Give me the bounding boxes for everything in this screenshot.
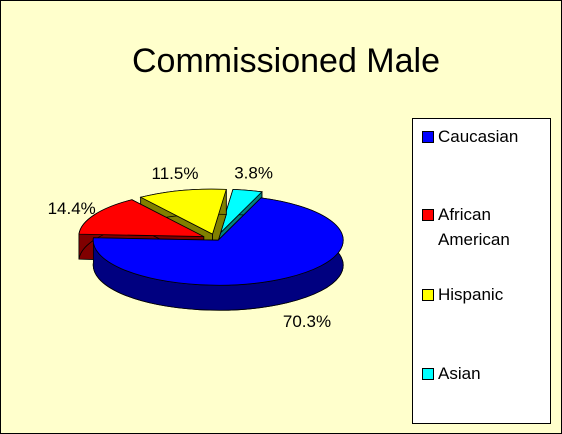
legend-swatch — [422, 368, 434, 380]
slice-top — [218, 188, 263, 235]
legend: Caucasian African American Hispanic Asian — [412, 118, 551, 424]
legend-label: Hispanic — [438, 285, 504, 304]
legend-label: Asian — [438, 364, 481, 383]
legend-entry: Hispanic — [422, 282, 550, 307]
legend-swatch — [422, 131, 434, 143]
data-label: 3.8% — [234, 163, 273, 182]
legend-swatch — [422, 289, 434, 301]
legend-swatch — [422, 209, 434, 221]
slice-top — [78, 199, 204, 237]
legend-entry: Caucasian — [422, 124, 550, 149]
slice-top — [139, 188, 227, 235]
legend-entry: African American — [422, 202, 550, 252]
data-label: 70.3% — [283, 312, 331, 331]
slice — [92, 196, 344, 311]
data-label: 11.5% — [152, 164, 199, 183]
legend-label: Caucasian — [438, 127, 519, 146]
data-label: 14.4% — [48, 199, 96, 218]
legend-label: African American — [438, 205, 510, 249]
legend-entry: Asian — [422, 361, 550, 386]
chart-title: Commissioned Male — [132, 42, 440, 80]
slice-top — [92, 197, 344, 286]
